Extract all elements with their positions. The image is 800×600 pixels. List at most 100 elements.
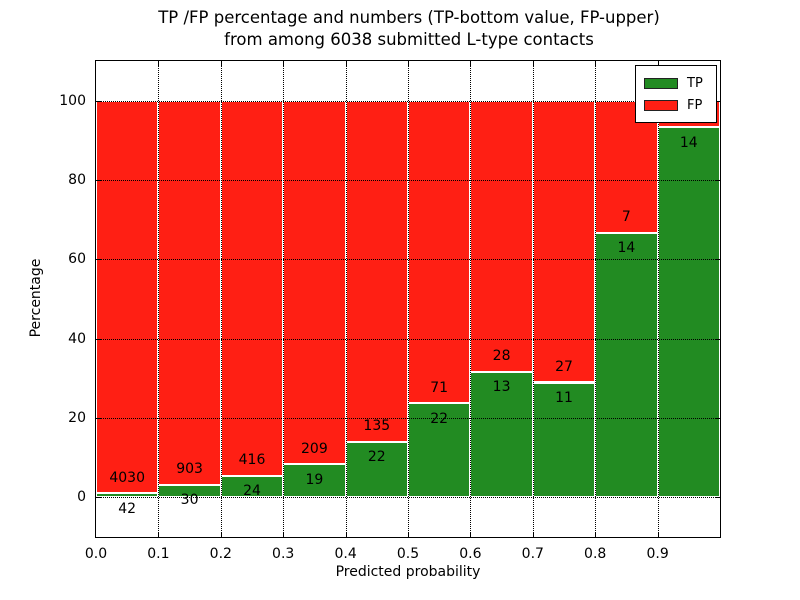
bar-value-label-tp: 11 xyxy=(555,389,573,406)
grid-line-vertical xyxy=(595,61,597,537)
x-tick-mark xyxy=(345,532,347,537)
x-tick-mark-top xyxy=(345,61,347,66)
x-tick-label: 0.9 xyxy=(646,546,669,562)
grid-line-horizontal xyxy=(96,100,720,102)
bar-segment-tp xyxy=(96,493,159,498)
bar-segment-fp xyxy=(345,100,408,442)
grid-line-horizontal xyxy=(96,259,720,261)
y-tick-mark-right xyxy=(715,497,720,499)
x-tick-label: 0.0 xyxy=(84,546,108,562)
x-tick-mark xyxy=(158,532,160,537)
legend-swatch-fp-icon xyxy=(644,99,678,111)
grid-line-horizontal xyxy=(96,338,720,340)
y-tick-mark xyxy=(96,338,101,340)
grid-line-vertical xyxy=(532,61,534,537)
x-tick-mark xyxy=(532,532,534,537)
bar-segment-fp xyxy=(532,100,596,383)
x-tick-mark-top xyxy=(283,61,285,66)
x-tick-mark xyxy=(408,532,409,537)
x-tick-label: 0.2 xyxy=(209,546,232,562)
x-tick-mark-top xyxy=(470,61,472,66)
x-tick-mark-top xyxy=(595,61,597,66)
x-tick-label: 0.1 xyxy=(147,546,170,562)
bar-value-label-tp: 13 xyxy=(492,379,511,396)
legend-items: TP FP xyxy=(644,72,708,116)
bar-value-label-tp: 14 xyxy=(679,134,698,151)
bar-value-label-tp: 42 xyxy=(118,500,137,517)
bar-segment-tp xyxy=(345,441,408,498)
grid-line-vertical xyxy=(345,61,347,537)
grid-line-horizontal xyxy=(96,180,720,181)
y-tick-mark-right xyxy=(715,338,720,340)
bar-segment-fp xyxy=(96,100,159,494)
y-tick-label: 0 xyxy=(77,489,86,506)
bar-value-label-tp: 22 xyxy=(430,410,449,427)
x-tick-mark-top xyxy=(532,61,534,66)
bar-value-label-fp: 903 xyxy=(176,461,203,478)
y-tick-mark xyxy=(96,100,101,102)
legend-row-fp: FP xyxy=(644,94,708,116)
bar-segment-tp xyxy=(408,403,471,498)
x-tick-mark-top xyxy=(408,61,409,66)
grid-line-vertical xyxy=(657,61,659,537)
y-tick-mark xyxy=(96,418,101,419)
bar-value-label-fp: 209 xyxy=(301,440,328,457)
grid-line-horizontal xyxy=(96,497,720,499)
grid-line-horizontal xyxy=(96,418,720,419)
y-tick-mark xyxy=(96,180,101,181)
y-tick-label: 60 xyxy=(68,251,86,268)
bar-value-label-tp: 14 xyxy=(617,240,636,257)
bar-value-label-tp: 22 xyxy=(367,449,386,466)
bar-value-label-fp: 7 xyxy=(621,209,631,226)
bar-segment-fp xyxy=(158,100,221,485)
bar-segment-fp xyxy=(220,100,284,476)
y-tick-mark-right xyxy=(715,259,720,261)
x-tick-mark-top xyxy=(220,61,222,66)
y-tick-mark-right xyxy=(715,180,720,181)
x-tick-mark xyxy=(470,532,472,537)
bar-segment-fp xyxy=(283,100,346,465)
bar-segment-fp xyxy=(470,100,533,372)
x-tick-label: 0.5 xyxy=(396,546,420,562)
grid-line-vertical xyxy=(283,61,285,537)
y-tick-label: 80 xyxy=(68,172,86,188)
x-tick-label: 0.7 xyxy=(521,546,544,562)
grid-line-vertical xyxy=(470,61,472,537)
x-tick-mark xyxy=(283,532,285,537)
y-tick-mark-right xyxy=(715,418,720,419)
bar-segment-tp xyxy=(595,232,658,498)
bar-value-label-tp: 24 xyxy=(243,483,261,500)
y-tick-label: 100 xyxy=(59,92,86,109)
legend-row-tp: TP xyxy=(644,72,708,94)
x-tick-label: 0.4 xyxy=(334,546,357,562)
legend-label-tp: TP xyxy=(687,75,703,91)
bar-value-label-tp: 30 xyxy=(180,492,199,509)
chart-title: TP /FP percentage and numbers (TP-bottom… xyxy=(96,7,722,51)
bar-value-label-fp: 71 xyxy=(430,380,449,397)
y-tick-mark xyxy=(96,497,101,499)
grid-line-vertical xyxy=(220,61,222,537)
x-tick-mark xyxy=(657,532,659,537)
bar-segment-tp xyxy=(283,464,346,498)
bar-value-label-fp: 4030 xyxy=(109,469,146,486)
bar-segment-fp xyxy=(408,100,471,404)
x-tick-mark-top xyxy=(158,61,160,66)
grid-line-vertical xyxy=(158,61,160,537)
plot-canvas: 4030 42 903 30 416 24 209 19 135 22 71 22 28 13 27 11 7 1… xyxy=(96,61,720,537)
bar-segment-tp xyxy=(657,127,720,498)
bar-value-label-fp: 27 xyxy=(555,359,573,376)
chart-title-line1: TP /FP percentage and numbers (TP-bottom… xyxy=(158,8,660,27)
x-tick-mark xyxy=(595,532,597,537)
x-tick-label: 0.3 xyxy=(272,546,295,562)
bar-value-label-fp: 28 xyxy=(492,348,511,365)
bar-value-label-tp: 19 xyxy=(305,471,324,488)
plot-area: 4030 42 903 30 416 24 209 19 135 22 71 22 28 13 27 11 7 1… xyxy=(95,60,721,538)
x-tick-label: 0.6 xyxy=(459,546,482,562)
y-tick-label: 20 xyxy=(68,410,86,426)
grid-line-vertical xyxy=(408,61,409,537)
bar-value-label-fp: 135 xyxy=(363,418,391,435)
y-axis-label: Percentage xyxy=(28,258,44,338)
legend: TP FP xyxy=(635,65,717,123)
x-tick-mark xyxy=(220,532,222,537)
